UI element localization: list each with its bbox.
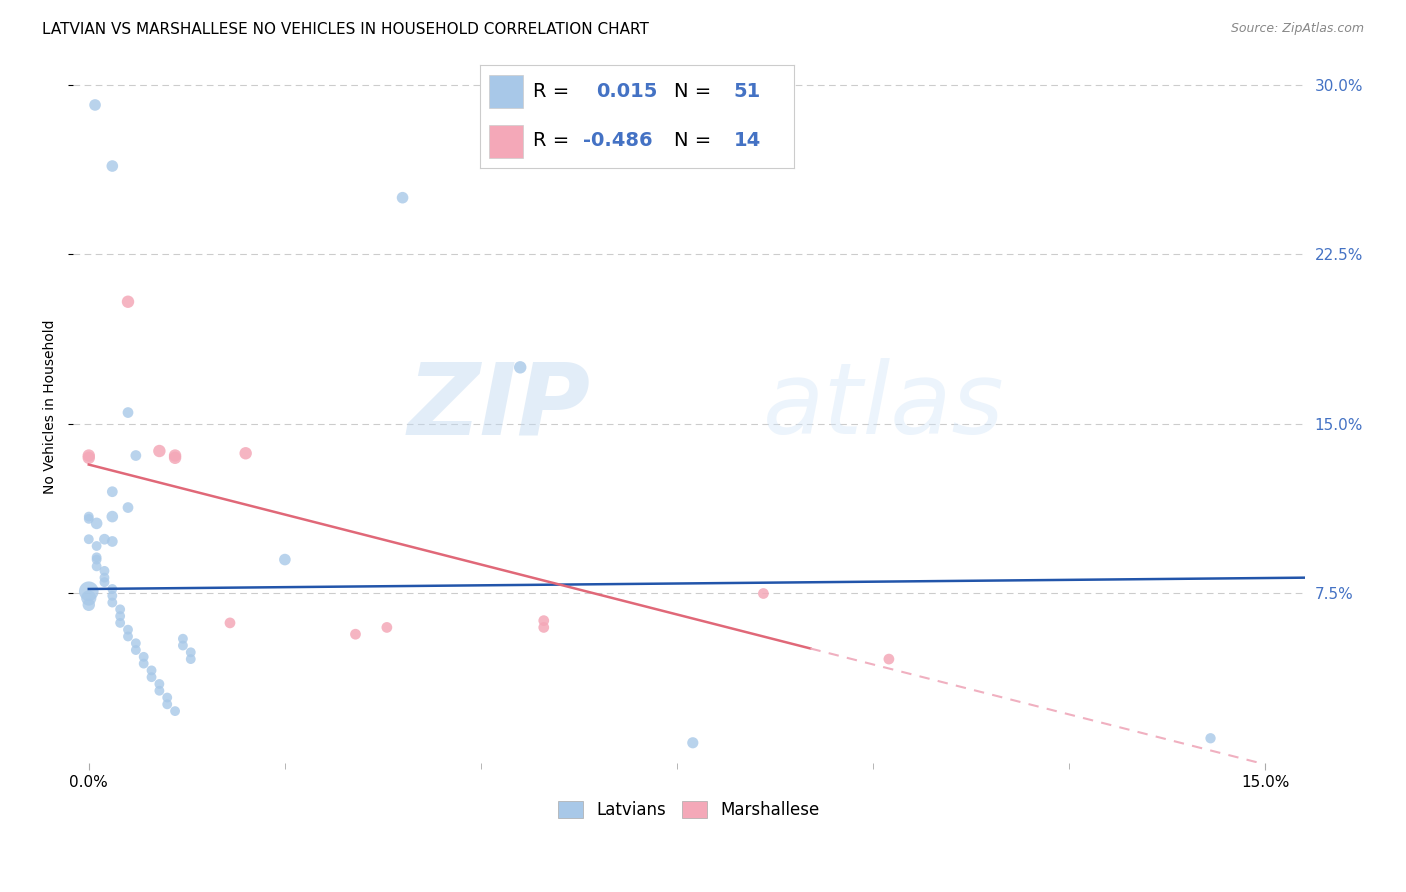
Point [93,533,115,547]
Point [77,591,100,605]
Point [165,449,187,463]
Point [117,406,139,420]
Point [148,683,170,698]
Point [141,670,163,684]
Point [877,652,900,666]
Y-axis label: No Vehicles in Household: No Vehicles in Household [44,319,58,494]
Point [391,191,413,205]
Point [84,98,107,112]
Point [93,575,115,590]
Point [180,652,202,666]
Point [235,446,257,460]
Text: LATVIAN VS MARSHALLESE NO VEHICLES IN HOUSEHOLD CORRELATION CHART: LATVIAN VS MARSHALLESE NO VEHICLES IN HO… [42,22,650,37]
Point [117,623,139,637]
Point [77,449,100,463]
Point [533,620,555,634]
Point [219,615,242,630]
Point [533,614,555,628]
Point [86,539,108,553]
Point [77,598,100,612]
Point [132,649,155,664]
Point [165,704,187,718]
Point [77,509,100,524]
Point [86,516,108,531]
Point [344,627,367,641]
Point [101,159,124,173]
Point [86,552,108,566]
Point [125,449,148,463]
Point [172,639,194,653]
Point [274,552,297,566]
Point [156,690,179,705]
Legend: Latvians, Marshallese: Latvians, Marshallese [551,795,827,826]
Point [77,450,100,465]
Point [108,615,131,630]
Point [1199,731,1222,746]
Point [509,360,531,375]
Point [77,533,100,547]
Point [101,534,124,549]
Point [101,595,124,609]
Point [141,664,163,678]
Point [77,584,100,599]
Point [148,677,170,691]
Point [93,564,115,578]
Text: Source: ZipAtlas.com: Source: ZipAtlas.com [1230,22,1364,36]
Point [752,586,775,600]
Point [375,620,398,634]
Text: ZIP: ZIP [408,359,591,456]
Point [101,509,124,524]
Point [108,602,131,616]
Point [156,698,179,712]
Point [117,294,139,309]
Point [108,609,131,624]
Text: atlas: atlas [763,359,1004,456]
Point [165,450,187,465]
Point [125,636,148,650]
Point [86,559,108,574]
Point [86,550,108,565]
Point [101,582,124,596]
Point [148,444,170,458]
Point [117,630,139,644]
Point [180,645,202,659]
Point [125,643,148,657]
Point [132,657,155,671]
Point [77,512,100,526]
Point [682,736,704,750]
Point [172,632,194,646]
Point [117,500,139,515]
Point [101,484,124,499]
Point [93,571,115,585]
Point [101,589,124,603]
